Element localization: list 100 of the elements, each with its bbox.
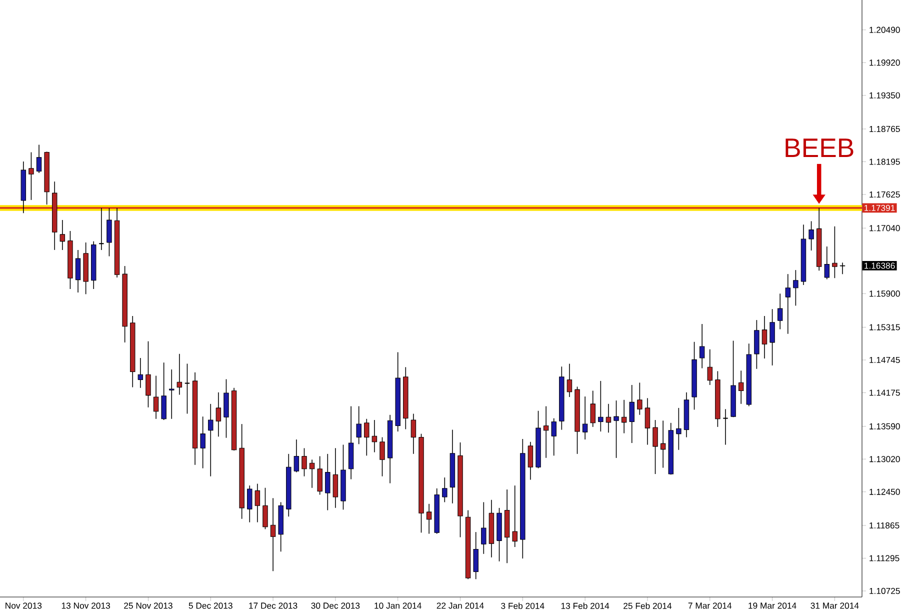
candlestick (442, 477, 448, 503)
candlestick (785, 274, 791, 334)
y-tick-label: 1.15900 (870, 290, 900, 297)
annotation: BEEB (786, 138, 854, 157)
candlestick (161, 362, 166, 420)
candlestick (629, 384, 634, 444)
candlestick (793, 270, 798, 306)
candlestick (770, 308, 775, 366)
candlestick (606, 404, 612, 434)
candlestick (754, 320, 760, 370)
candlestick (28, 152, 34, 200)
candlestick (832, 226, 838, 278)
x-tick-label: 25 Nov 2013 (124, 602, 172, 609)
candlestick (410, 413, 416, 454)
candlestick (309, 459, 315, 488)
candlestick (200, 416, 206, 469)
candlestick (637, 382, 642, 416)
candlestick (512, 485, 518, 548)
candlestick (317, 456, 322, 496)
candlestick (262, 487, 268, 530)
text: 1.16386 (864, 262, 895, 269)
ref-line-label: 1.17391 (864, 204, 895, 211)
candlestick (621, 400, 627, 434)
y-tick-label: 1.11295 (870, 555, 900, 562)
x-tick-label: 5 Dec 2013 (188, 602, 232, 609)
candlestick (146, 340, 151, 408)
candlestick (590, 390, 596, 428)
candlestick (216, 392, 222, 438)
x-tick-label: 10 Jan 2014 (374, 602, 422, 609)
candlestick (106, 208, 112, 257)
y-tick-label: 1.18195 (870, 158, 900, 165)
x-tick-label: 22 Jan 2014 (436, 602, 484, 609)
candlestick (75, 250, 81, 293)
candlestick (325, 454, 330, 511)
candlestick (566, 363, 572, 398)
x-tick-label: 13 Nov 2013 (62, 602, 110, 609)
candlestick (543, 406, 549, 458)
x-tick-label: 3 Feb 2014 (501, 602, 544, 609)
candlestick (676, 408, 682, 450)
candlestick (528, 441, 534, 480)
candlestick (372, 420, 378, 453)
candlestick (302, 448, 307, 477)
candlestick (169, 369, 174, 420)
y-tick-label: 1.17625 (870, 191, 900, 198)
candlestick (598, 380, 604, 432)
x-tick-label: 7 Mar 2014 (688, 602, 732, 609)
candlestick (98, 208, 104, 250)
candlestick (614, 400, 619, 458)
candlestick (777, 293, 783, 330)
x-tick-label: 31 Mar 2014 (810, 602, 859, 609)
candlestick (652, 420, 658, 474)
y-tick-label: 1.13020 (870, 456, 900, 462)
candlestick (473, 532, 478, 580)
candlestick (722, 408, 728, 446)
x-tick-label: 30 Dec 2013 (311, 602, 360, 609)
x-tick-label: 13 Feb 2014 (561, 602, 610, 609)
y-tick-label: 1.12450 (870, 488, 900, 495)
candlestick (707, 348, 712, 386)
candlestick (36, 144, 42, 174)
candlestick (153, 375, 159, 420)
candlestick (364, 418, 370, 456)
y-tick-label: 1.19350 (870, 92, 900, 98)
candlestick (824, 246, 830, 280)
candlestick (660, 420, 666, 468)
candlestick (808, 220, 814, 251)
y-tick-label: 1.10725 (870, 588, 900, 594)
candlestick (738, 370, 744, 404)
candlestick (176, 354, 182, 396)
candlestick (551, 418, 556, 456)
y-tick-label: 1.17040 (870, 225, 900, 232)
y-tick-label: 1.14745 (870, 356, 900, 363)
candlestick (356, 406, 362, 445)
candlestick (294, 439, 300, 473)
x-tick-label: 17 Dec 2013 (249, 602, 298, 609)
candlestick (582, 396, 588, 440)
candlestick (481, 502, 486, 554)
candlestick (426, 504, 432, 534)
y-tick-label: 1.19920 (870, 60, 900, 66)
candlestick (60, 220, 66, 250)
candlestick (380, 436, 385, 477)
y-tick-label: 1.15315 (870, 324, 900, 330)
x-tick-label: 19 Mar 2014 (748, 602, 796, 609)
candlestick (762, 316, 768, 359)
candlestick (840, 262, 846, 274)
y-tick-label: 1.20490 (870, 26, 900, 33)
candlestick (247, 485, 252, 523)
candlestick (184, 363, 190, 414)
candlestick (208, 404, 214, 477)
candlestick (332, 448, 338, 508)
candlestick (138, 358, 144, 388)
y-tick-label: 1.13590 (870, 423, 900, 430)
x-tick-label: Nov 2013 (6, 602, 42, 609)
candlestick (270, 498, 276, 572)
y-tick-label: 1.11865 (870, 522, 900, 529)
candlestick (644, 398, 650, 446)
candlestick (254, 483, 260, 523)
y-tick-label: 1.18765 (870, 126, 900, 132)
y-tick-label: 1.14175 (870, 390, 900, 396)
x-tick-label: 25 Feb 2014 (624, 602, 672, 609)
candlestick (699, 324, 705, 369)
